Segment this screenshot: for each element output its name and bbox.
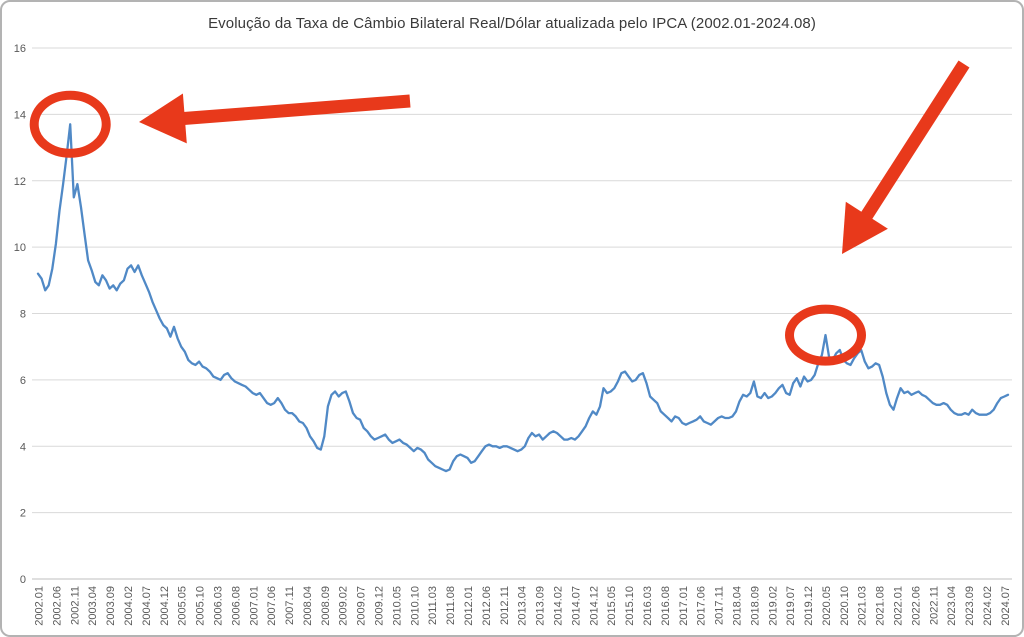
peak-2020-circle	[785, 304, 866, 366]
x-axis-tick: 2011.03	[427, 586, 439, 625]
peak-2002-arrow-shaft	[178, 94, 411, 126]
x-axis-tick: 2009.07	[356, 586, 368, 626]
x-axis-tick: 2015.05	[606, 586, 618, 626]
x-axis-tick: 2007.06	[266, 586, 278, 626]
x-axis-tick: 2008.04	[302, 586, 314, 626]
y-axis-tick: 16	[14, 43, 26, 55]
y-axis-tick: 6	[20, 375, 26, 387]
x-axis-tick: 2003.04	[87, 586, 99, 626]
x-axis-tick: 2019.02	[767, 586, 779, 626]
peak-2020-arrow-head	[842, 201, 888, 254]
x-axis-tick: 2017.06	[696, 586, 708, 626]
x-axis-tick: 2024.02	[982, 586, 994, 626]
exchange-rate-line	[36, 123, 1010, 473]
x-axis-tick: 2004.12	[159, 586, 171, 626]
y-axis-tick: 12	[14, 176, 26, 188]
x-axis-tick: 2008.09	[320, 586, 332, 626]
x-axis-tick: 2010.05	[391, 586, 403, 626]
x-axis-tick: 2023.09	[964, 586, 976, 626]
x-axis-tick: 2018.04	[732, 586, 744, 626]
x-axis-tick: 2016.08	[660, 586, 672, 626]
x-axis-tick: 2007.01	[248, 586, 260, 626]
x-axis-tick: 2020.10	[839, 586, 851, 626]
x-axis-tick: 2024.07	[1000, 586, 1012, 626]
x-axis-tick: 2022.06	[910, 586, 922, 626]
x-axis-tick: 2022.11	[928, 586, 940, 625]
x-axis-tick: 2019.12	[803, 586, 815, 626]
x-axis-tick: 2016.03	[642, 586, 654, 626]
x-axis-tick: 2023.04	[946, 586, 958, 626]
x-axis-tick: 2004.02	[123, 586, 135, 626]
chart-title: Evolução da Taxa de Câmbio Bilateral Rea…	[208, 15, 816, 32]
x-axis-tick: 2012.06	[481, 586, 493, 626]
x-axis-tick: 2022.01	[893, 586, 905, 626]
x-axis-tick: 2014.12	[588, 586, 600, 626]
x-axis-tick: 2004.07	[141, 586, 153, 626]
x-axis-tick: 2006.08	[230, 586, 242, 626]
y-axis-tick: 4	[20, 441, 26, 453]
x-axis-tick: 2011.08	[445, 586, 457, 625]
peak-2020-arrow-shaft	[858, 60, 970, 224]
x-axis-tick: 2002.11	[69, 586, 81, 625]
x-axis-tick: 2009.12	[374, 586, 386, 626]
x-axis-tick: 2020.05	[821, 586, 833, 626]
y-axis-tick: 2	[20, 508, 26, 520]
x-axis-tick: 2021.08	[875, 586, 887, 626]
x-axis-tick: 2007.11	[284, 586, 296, 625]
x-axis-tick: 2005.10	[195, 586, 207, 626]
x-axis-tick: 2017.01	[678, 586, 690, 626]
y-axis-tick: 14	[14, 109, 26, 121]
x-axis-tick: 2013.09	[535, 586, 547, 626]
x-axis-tick: 2006.03	[213, 586, 225, 626]
x-axis-tick: 2015.10	[624, 586, 636, 626]
x-axis-tick: 2017.11	[714, 586, 726, 625]
peak-2002-arrow-head	[139, 93, 187, 144]
y-axis-tick: 0	[20, 574, 26, 586]
x-axis-tick: 2002.06	[51, 586, 63, 626]
y-axis-tick: 8	[20, 309, 26, 321]
x-axis-tick: 2019.07	[785, 586, 797, 626]
x-axis-tick: 2005.05	[177, 586, 189, 626]
x-axis-tick: 2021.03	[857, 586, 869, 626]
x-axis-tick: 2010.10	[409, 586, 421, 626]
x-axis-tick: 2012.11	[499, 586, 511, 625]
x-axis-tick: 2014.02	[553, 586, 565, 626]
x-axis-tick: 2018.09	[749, 586, 761, 626]
x-axis-tick: 2003.09	[105, 586, 117, 626]
x-axis-tick: 2012.01	[463, 586, 475, 626]
x-axis-tick: 2014.07	[570, 586, 582, 626]
x-axis-tick: 2002.01	[34, 586, 46, 626]
x-axis-tick: 2009.02	[338, 586, 350, 626]
y-axis-tick: 10	[14, 242, 26, 254]
x-axis-tick: 2013.04	[517, 586, 529, 626]
peak-2002-circle	[29, 90, 111, 158]
